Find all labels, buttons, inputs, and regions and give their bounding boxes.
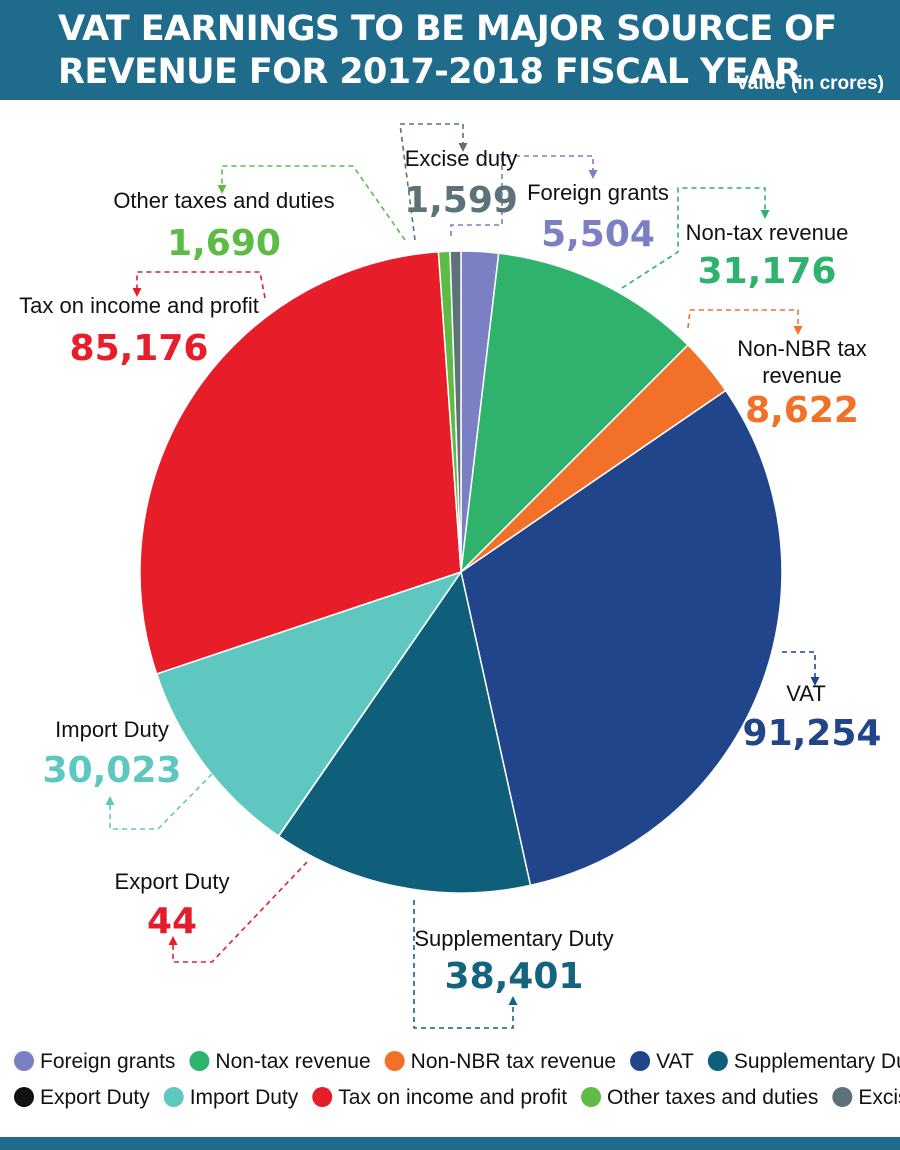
leader-line-import-duty [109,773,213,830]
legend-swatch-non-tax-revenue [189,1051,210,1071]
legend-swatch-tax-on-income-and-profit [312,1087,333,1107]
legend-item-vat: VAT [656,1050,694,1073]
leader-arrow-other-taxes-and-duties [217,185,227,194]
slice-label-value-excise-duty: 1,599 [404,180,518,221]
slice-label-value-non-nbr-tax-revenue: 8,622 [745,390,859,431]
legend-swatch-other-taxes-and-duties [581,1087,602,1107]
chart-title-line-1: VAT EARNINGS TO BE MAJOR SOURCE OF [58,9,837,49]
slice-label-name-non-tax-revenue: Non-tax revenue [686,220,849,245]
leader-arrow-excise-duty [458,143,468,152]
leader-line-supplementary-duty [413,900,514,1029]
legend-swatch-excise-duty [832,1087,853,1107]
slice-label-name-vat: VAT [786,681,826,706]
leader-line-other-taxes-and-duties [221,165,406,241]
slice-label-value-tax-on-income-and-profit: 85,176 [70,328,209,369]
legend-swatch-vat [630,1051,651,1071]
legend-item-other-taxes-and-duties: Other taxes and duties [607,1086,818,1109]
leader-line-export-duty [172,861,308,963]
units-label: Value (in crores) [736,73,884,94]
legend-item-export-duty: Export Duty [40,1086,150,1109]
legend-item-import-duty: Import Duty [190,1086,299,1109]
leader-line-excise-duty [399,123,464,241]
leader-arrow-import-duty [105,796,115,805]
slice-label-name-export-duty: Export Duty [115,869,230,894]
slice-label-name-tax-on-income-and-profit: Tax on income and profit [19,293,259,318]
pie-slice-import-duty [155,571,462,837]
leader-line-tax-on-income-and-profit [136,271,266,299]
slice-label-value-export-duty: 44 [147,901,197,942]
slice-label-name-foreign-grants: Foreign grants [527,180,669,205]
slice-label-name-excise-duty: Excise duty [405,146,518,171]
legend-item-tax-on-income-and-profit: Tax on income and profit [338,1086,567,1109]
pie-slice-excise-duty [449,250,462,573]
legend-swatch-non-nbr-tax-revenue [384,1051,405,1071]
legend-item-non-tax-revenue: Non-tax revenue [215,1050,370,1073]
legend: Foreign grants Non-tax revenue Non-NBR tax… [14,1050,900,1109]
slice-label-value-import-duty: 30,023 [43,750,182,791]
pie-slice-non-tax-revenue [460,252,689,573]
leader-arrow-non-tax-revenue [760,210,770,219]
legend-item-non-nbr-tax-revenue: Non-NBR tax revenue [411,1050,616,1073]
slice-label-value-vat: 91,254 [743,713,882,754]
legend-item-supplementary-duty: Supplementary Duty [734,1050,900,1073]
slice-label-name-other-taxes-and-duties: Other taxes and duties [113,188,334,213]
slice-label-name-supplementary-duty: Supplementary Duty [414,926,613,951]
slice-label-value-non-tax-revenue: 31,176 [698,251,837,292]
leader-line-vat [782,651,816,677]
leader-arrow-export-duty [168,936,178,945]
legend-swatch-import-duty [163,1087,184,1107]
leader-arrow-vat [810,677,820,686]
pie-slice-tax-on-income-and-profit [139,251,462,675]
slice-label-name-non-nbr-tax-revenue-line-1: Non-NBR tax [737,336,867,361]
pie-slices [139,250,783,894]
slice-labels: Foreign grants 5,504 Non-tax revenue 31,176… [19,146,881,997]
leader-line-non-nbr-tax-revenue [687,309,799,329]
header-bar: VAT EARNINGS TO BE MAJOR SOURCE OF REVEN… [0,0,900,100]
slice-label-name-import-duty: Import Duty [55,717,169,742]
leader-line-foreign-grants [450,155,594,236]
leader-arrow-supplementary-duty [508,996,518,1005]
slice-label-value-foreign-grants: 5,504 [541,214,655,255]
leader-arrow-tax-on-income-and-profit [132,288,142,297]
slice-label-value-supplementary-duty: 38,401 [445,956,584,997]
slice-label-name-non-nbr-tax-revenue-line-2: revenue [762,363,842,388]
slice-label-value-other-taxes-and-duties: 1,690 [167,223,281,264]
legend-item-excise-duty: Excise duty [858,1086,900,1109]
legend-item-foreign-grants: Foreign grants [40,1050,175,1073]
bottom-bar [0,1137,900,1150]
legend-swatch-foreign-grants [14,1051,34,1071]
legend-swatch-export-duty [14,1087,34,1107]
legend-swatch-supplementary-duty [707,1051,728,1071]
leader-arrow-non-nbr-tax-revenue [793,326,803,335]
chart-title-line-2: REVENUE FOR 2017-2018 FISCAL YEAR [58,52,801,92]
pie-slice-vat [460,389,783,887]
pie-slice-supplementary-duty [277,571,532,894]
leader-arrow-foreign-grants [588,170,598,179]
leader-line-non-tax-revenue [621,187,766,289]
leader-lines [105,123,820,1029]
